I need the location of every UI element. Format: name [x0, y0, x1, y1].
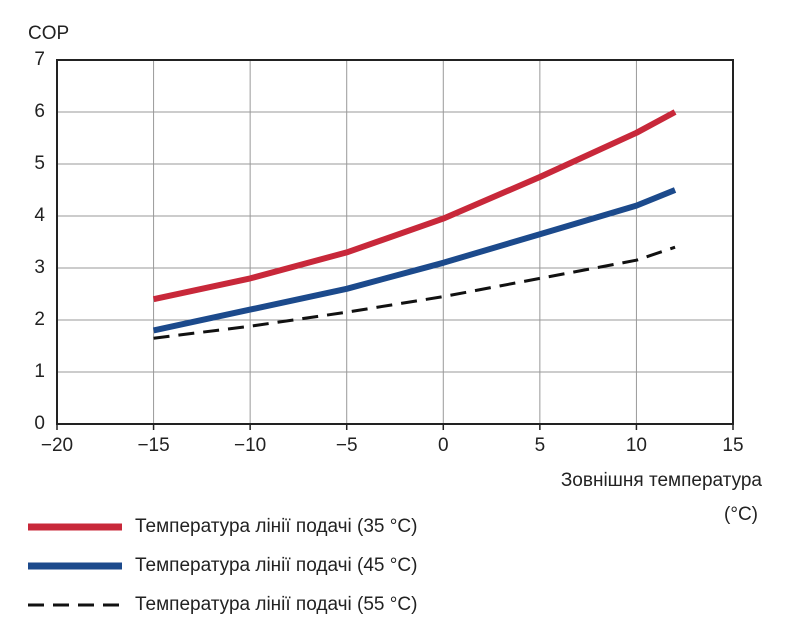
x-tick-label: −20	[41, 435, 73, 456]
legend-label: Температура лінії подачі (35 °C)	[135, 516, 417, 537]
x-tick-label: 10	[626, 435, 647, 456]
y-tick-label: 3	[34, 257, 45, 278]
y-tick-label: 5	[34, 153, 45, 174]
y-tick-label: 1	[34, 361, 45, 382]
x-tick-label: −15	[137, 435, 169, 456]
x-tick-label: 15	[722, 435, 743, 456]
plot-frame	[56, 59, 734, 425]
x-axis-label: Зовнішня температура	[561, 470, 763, 491]
y-tick-label: 7	[34, 49, 45, 70]
series-line	[152, 187, 677, 334]
y-tick-label: 0	[34, 413, 45, 434]
y-tick-label: 6	[34, 101, 45, 122]
legend-label: Температура лінії подачі (55 °C)	[135, 594, 417, 615]
x-axis-unit: (°C)	[724, 504, 758, 525]
series-line	[153, 245, 676, 340]
legend-label: Температура лінії подачі (45 °C)	[135, 555, 417, 576]
x-tick-label: −10	[234, 435, 266, 456]
series-line	[152, 109, 677, 303]
x-tick-label: 0	[438, 435, 449, 456]
y-tick-label: 2	[34, 309, 45, 330]
y-tick-label: 4	[34, 205, 45, 226]
x-tick-label: −5	[336, 435, 358, 456]
x-tick-label: 5	[535, 435, 546, 456]
y-axis-label: COP	[28, 23, 69, 44]
